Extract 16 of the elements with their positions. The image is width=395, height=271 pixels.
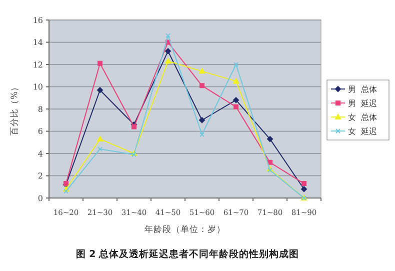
x-axis-title: 年龄段（单位：岁） — [144, 224, 226, 235]
y-tick-label: 12 — [32, 60, 43, 70]
y-tick-label: 16 — [32, 16, 43, 25]
legend-label: 男 延迟 — [348, 98, 378, 108]
y-tick-label: 0 — [38, 194, 43, 203]
y-tick-label: 10 — [32, 82, 43, 92]
legend-label: 女 延迟 — [348, 126, 378, 136]
text: 图 2 总体及透析延迟患者不同年龄段的性别构成图 — [76, 248, 300, 260]
y-tick-label: 14 — [32, 38, 43, 48]
y-tick-label: 2 — [38, 172, 43, 181]
legend-label: 男 总体 — [348, 84, 378, 94]
y-tick-label: 4 — [38, 149, 43, 158]
legend-label: 女 总体 — [348, 112, 378, 122]
y-tick-label: 8 — [38, 104, 43, 114]
y-axis-title: 百分比（%） — [9, 82, 20, 136]
y-tick-label: 6 — [38, 127, 43, 136]
